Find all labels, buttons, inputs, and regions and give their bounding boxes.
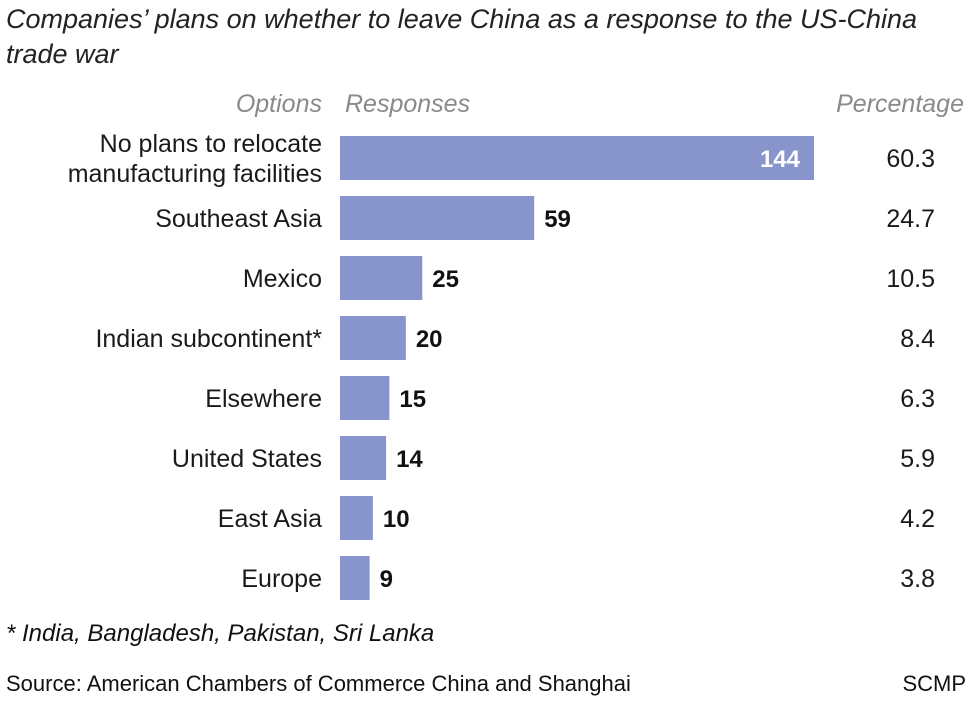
- category-label: Indian subcontinent*: [95, 325, 322, 353]
- value-label: 10: [383, 506, 410, 533]
- category-label: United States: [172, 445, 322, 473]
- options-header: Options: [235, 90, 322, 118]
- bar: [340, 376, 390, 420]
- bar: [340, 496, 373, 540]
- percentage-label: 4.2: [900, 505, 935, 533]
- value-label: 9: [380, 566, 393, 593]
- percentage-label: 10.5: [886, 265, 935, 293]
- bar: [340, 256, 423, 300]
- percentage-label: 60.3: [886, 145, 935, 173]
- percentage-header: Percentage: [836, 90, 964, 118]
- value-label: 144: [760, 146, 801, 173]
- bar: [340, 556, 370, 600]
- percentage-label: 3.8: [900, 565, 935, 593]
- credit-label: SCMP: [902, 671, 966, 696]
- category-label: No plans to relocate: [100, 130, 322, 158]
- category-label: East Asia: [218, 505, 322, 533]
- bar: [340, 136, 814, 180]
- percentage-label: 6.3: [900, 385, 935, 413]
- category-label: Elsewhere: [205, 385, 322, 413]
- bar: [340, 196, 535, 240]
- value-label: 25: [432, 266, 459, 293]
- footnote: * India, Bangladesh, Pakistan, Sri Lanka: [6, 620, 435, 647]
- value-label: 20: [416, 326, 443, 353]
- percentage-label: 5.9: [900, 445, 935, 473]
- percentage-label: 24.7: [886, 205, 935, 233]
- value-label: 15: [399, 386, 426, 413]
- chart-title: Companies’ plans on whether to leave Chi…: [6, 4, 918, 69]
- category-label: manufacturing facilities: [68, 160, 322, 188]
- bar: [340, 316, 406, 360]
- category-label: Europe: [241, 565, 322, 593]
- value-label: 14: [396, 446, 423, 473]
- source-note: Source: American Chambers of Commerce Ch…: [6, 671, 631, 696]
- bar: [340, 436, 387, 480]
- percentage-label: 8.4: [900, 325, 935, 353]
- category-label: Mexico: [243, 265, 322, 293]
- value-label: 59: [544, 206, 571, 233]
- category-label: Southeast Asia: [155, 205, 322, 233]
- responses-header: Responses: [345, 90, 471, 118]
